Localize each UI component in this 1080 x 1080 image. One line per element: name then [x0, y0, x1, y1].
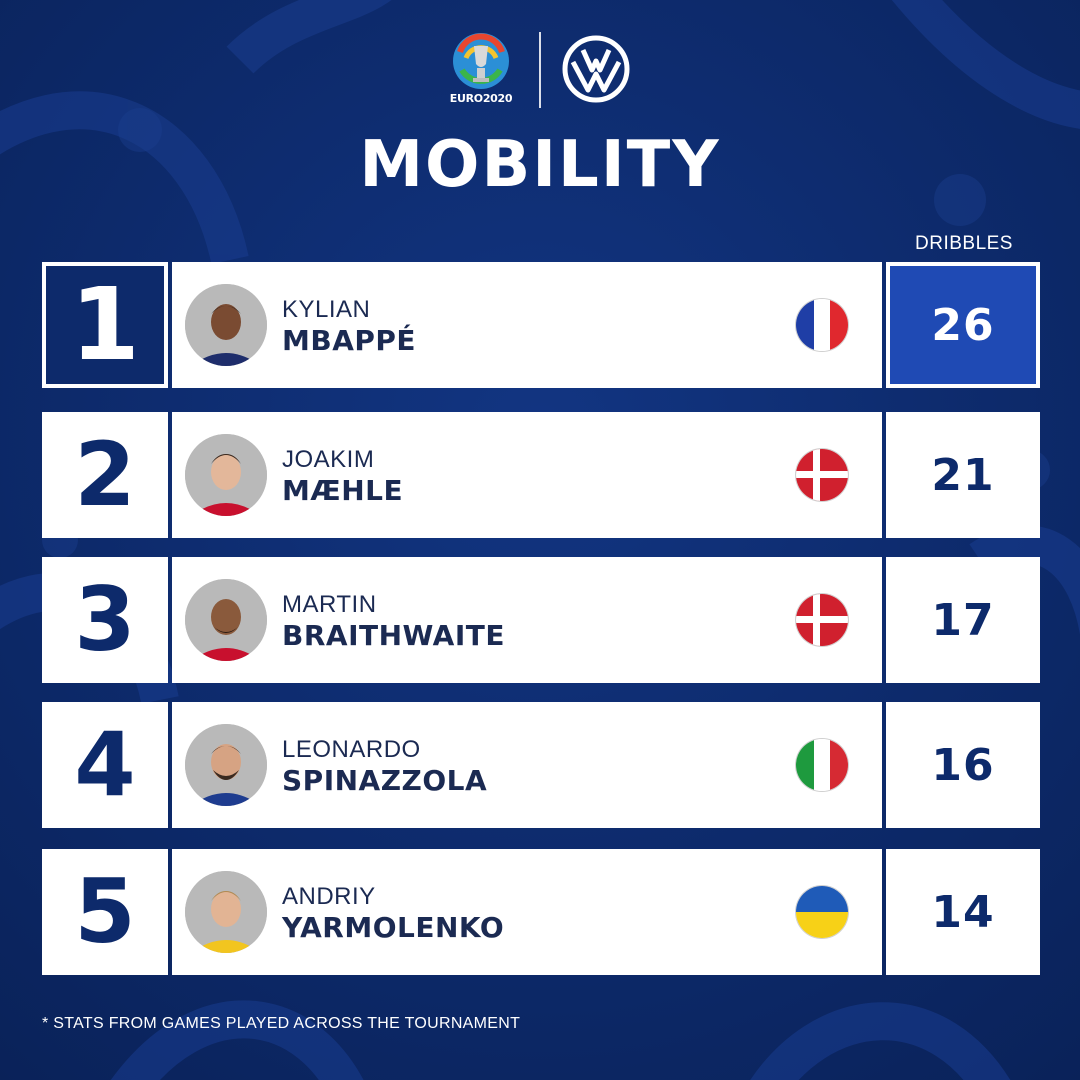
player-photo-icon [185, 724, 267, 806]
rank-number: 5 [74, 860, 136, 963]
player-avatar [185, 579, 267, 661]
leaderboard-row: 1 KYLIAN MBAPPÉ 26 [42, 262, 1040, 388]
player-last-name: BRAITHWAITE [282, 619, 505, 652]
rank-box: 1 [42, 262, 168, 388]
ukraine-flag-icon [796, 886, 848, 938]
leaderboard-row: 5 ANDRIY YARMOLENKO 14 [42, 849, 1040, 975]
dribbles-value: 17 [931, 594, 995, 646]
denmark-flag-icon [796, 449, 848, 501]
italy-flag-icon [796, 739, 848, 791]
header-logos: EURO2020 [0, 30, 1080, 110]
denmark-flag-icon [796, 594, 848, 646]
leaderboard-row: 3 MARTIN BRAITHWAITE 17 [42, 557, 1040, 683]
logo-divider [539, 32, 541, 108]
volkswagen-logo-icon [562, 35, 630, 103]
rank-box: 2 [42, 412, 168, 538]
player-card: LEONARDO SPINAZZOLA [172, 702, 882, 828]
dribbles-value: 16 [931, 739, 995, 791]
dribbles-value: 26 [931, 299, 995, 351]
player-first-name: KYLIAN [282, 296, 371, 323]
rank-box: 3 [42, 557, 168, 683]
dribbles-value-box: 16 [886, 702, 1040, 828]
rank-box: 4 [42, 702, 168, 828]
player-avatar [185, 434, 267, 516]
dribbles-value-box: 14 [886, 849, 1040, 975]
player-photo-icon [185, 871, 267, 953]
player-card: JOAKIM MÆHLE [172, 412, 882, 538]
player-avatar [185, 724, 267, 806]
dribbles-value-box: 21 [886, 412, 1040, 538]
player-last-name: MBAPPÉ [282, 324, 417, 357]
rank-number: 1 [70, 266, 140, 383]
leaderboard-row: 2 JOAKIM MÆHLE 21 [42, 412, 1040, 538]
leaderboard-row: 4 LEONARDO SPINAZZOLA 16 [42, 702, 1040, 828]
dribbles-value-box: 26 [886, 262, 1040, 388]
page-title: MOBILITY [359, 128, 721, 202]
france-flag-icon [796, 299, 848, 351]
player-card: MARTIN BRAITHWAITE [172, 557, 882, 683]
player-first-name: JOAKIM [282, 446, 375, 473]
rank-number: 4 [74, 713, 136, 816]
player-avatar [185, 871, 267, 953]
player-first-name: ANDRIY [282, 883, 376, 910]
player-first-name: MARTIN [282, 591, 377, 618]
dribbles-value-box: 17 [886, 557, 1040, 683]
player-last-name: SPINAZZOLA [282, 764, 488, 797]
player-first-name: LEONARDO [282, 736, 421, 763]
player-last-name: MÆHLE [282, 474, 404, 507]
player-avatar [185, 284, 267, 366]
rank-number: 3 [74, 568, 136, 671]
player-last-name: YARMOLENKO [282, 911, 505, 944]
euro-logo-text: EURO2020 [449, 92, 513, 105]
euro2020-logo: EURO2020 [448, 32, 514, 110]
stats-footnote: * STATS FROM GAMES PLAYED ACROSS THE TOU… [42, 1015, 521, 1032]
rank-number: 2 [74, 423, 136, 526]
player-photo-icon [185, 434, 267, 516]
dribbles-value: 21 [931, 449, 995, 501]
euro-trophy-icon [453, 33, 509, 89]
stat-column-header: DRIBBLES [915, 233, 1013, 254]
player-photo-icon [185, 284, 267, 366]
player-photo-icon [185, 579, 267, 661]
rank-box: 5 [42, 849, 168, 975]
player-card: ANDRIY YARMOLENKO [172, 849, 882, 975]
player-card: KYLIAN MBAPPÉ [172, 262, 882, 388]
dribbles-value: 14 [931, 886, 995, 938]
